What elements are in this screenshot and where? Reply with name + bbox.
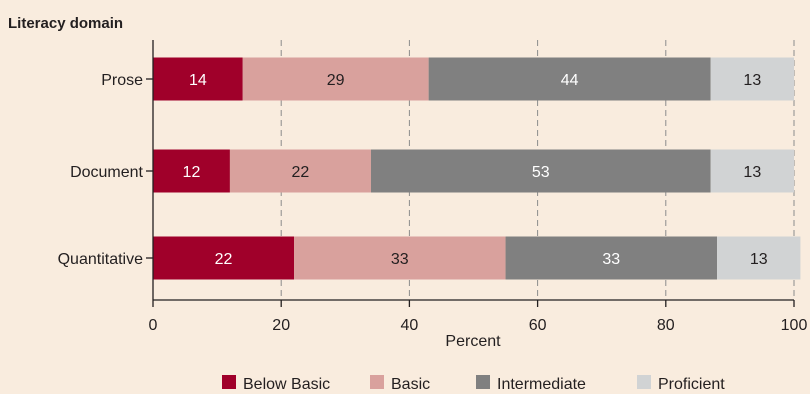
bar-prose-basic	[242, 57, 429, 101]
legend-swatch	[637, 375, 651, 389]
data-label: 53	[532, 164, 550, 181]
data-label: 22	[215, 251, 233, 268]
bars: 14 29 44 13 12 22 53 13 22 33 33 13	[153, 57, 801, 280]
bar-prose-below-basic	[153, 57, 243, 101]
x-tick-label: 100	[781, 317, 808, 334]
x-tick-label: 40	[401, 317, 419, 334]
legend-label: Below Basic	[243, 376, 330, 393]
data-label: 44	[561, 72, 579, 89]
x-tick-label: 20	[272, 317, 290, 334]
legend-swatch	[222, 375, 236, 389]
x-tick-label: 60	[529, 317, 547, 334]
y-tick-label: Document	[70, 164, 143, 181]
legend-label: Basic	[391, 376, 430, 393]
data-label: 12	[183, 164, 201, 181]
y-axis-title: Literacy domain	[8, 15, 123, 32]
data-label: 29	[327, 72, 345, 89]
legend-swatch	[370, 375, 384, 389]
data-label: 13	[743, 72, 761, 89]
bar-prose-proficient	[710, 57, 794, 101]
legend: Below Basic Basic Intermediate Proficient	[222, 375, 725, 393]
legend-swatch	[476, 375, 490, 389]
bar-document-intermediate	[370, 149, 711, 193]
x-tick-label: 0	[149, 317, 158, 334]
x-axis-label: Percent	[445, 333, 501, 350]
data-label: 22	[292, 164, 310, 181]
data-label: 33	[391, 251, 409, 268]
bar-quantitative-basic	[294, 236, 506, 280]
y-tick-label: Quantitative	[58, 251, 143, 268]
data-label: 13	[743, 164, 761, 181]
bar-quantitative-below-basic	[153, 236, 295, 280]
bar-prose-intermediate	[428, 57, 711, 101]
bar-document-basic	[229, 149, 371, 193]
axes: 0 20 40 60 80 100 Prose Document Quantitative	[58, 40, 808, 334]
bar-quantitative-proficient	[717, 236, 801, 280]
data-label: 33	[602, 251, 620, 268]
bar-document-below-basic	[153, 149, 230, 193]
bar-document-proficient	[710, 149, 794, 193]
x-tick-label: 80	[657, 317, 675, 334]
y-tick-label: Prose	[101, 72, 143, 89]
legend-label: Intermediate	[497, 376, 586, 393]
data-label: 13	[750, 251, 768, 268]
legend-label: Proficient	[658, 376, 725, 393]
data-label: 14	[189, 72, 207, 89]
bar-quantitative-intermediate	[505, 236, 718, 280]
